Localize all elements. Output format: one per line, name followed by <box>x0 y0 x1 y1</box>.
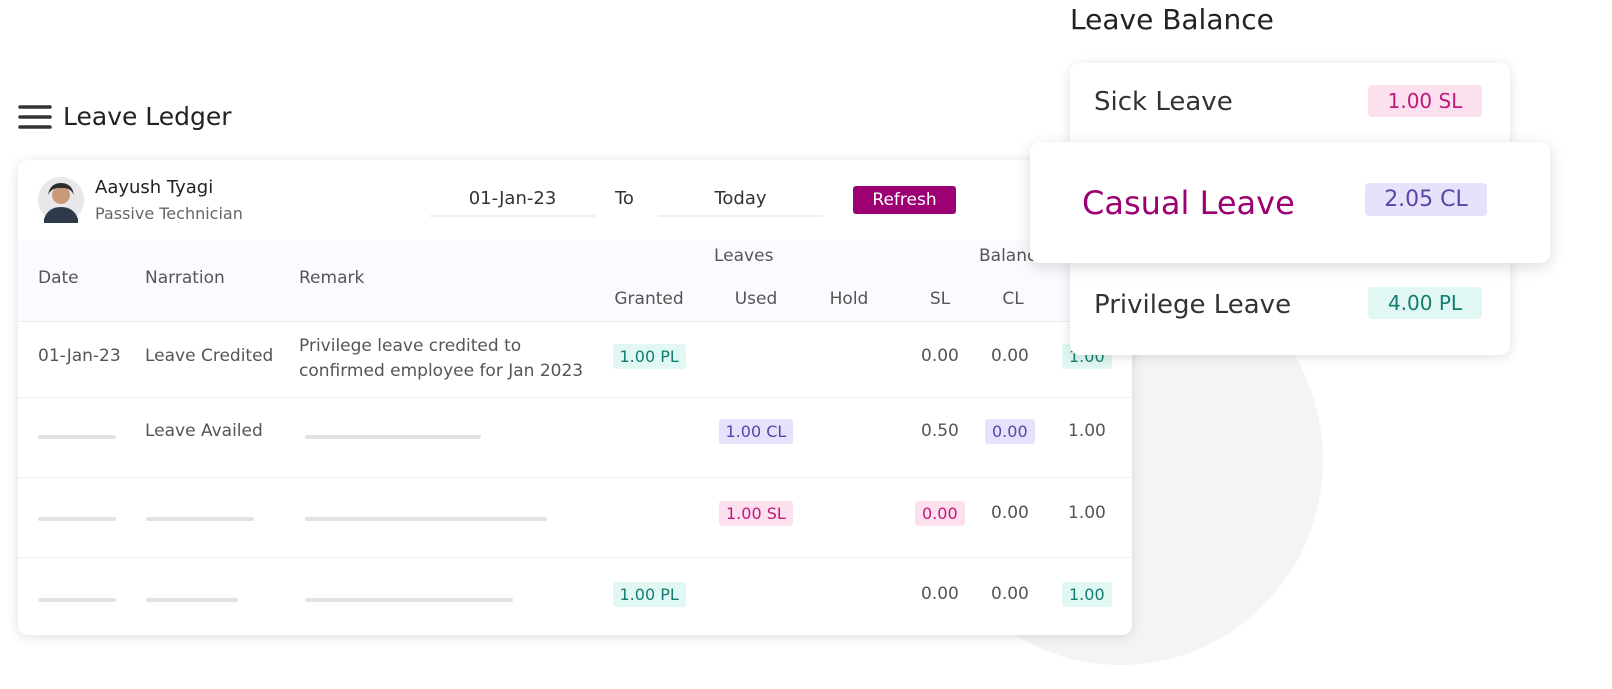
page-title: Leave Ledger <box>63 102 232 131</box>
cell-narration: Leave Credited <box>145 346 274 366</box>
menu-icon[interactable] <box>18 104 52 130</box>
placeholder <box>38 598 116 602</box>
cell-granted: 1.00 PL <box>612 344 686 369</box>
leave-name: Privilege Leave <box>1094 290 1292 320</box>
row-separator <box>18 477 1132 478</box>
placeholder <box>305 435 481 439</box>
cell-date: 01-Jan-23 <box>38 346 121 366</box>
employee-name: Aayush Tyagi <box>95 177 214 198</box>
table-header <box>18 240 1132 321</box>
cell-cl: 0.00 <box>991 584 1029 604</box>
leave-balance: 1.00 SL <box>1368 85 1482 117</box>
cell-pl: 1.00 <box>1062 582 1112 607</box>
leave-balance: 2.05 CL <box>1365 183 1487 216</box>
leave-name: Sick Leave <box>1094 87 1233 117</box>
column-header: CL <box>1002 289 1024 309</box>
column-header: Granted <box>614 289 684 309</box>
cell-sl: 0.00 <box>915 501 965 526</box>
column-header: Remark <box>299 268 365 288</box>
cell-remark: Privilege leave credited to confirmed em… <box>299 336 584 381</box>
row-separator <box>18 321 1132 322</box>
cell-cl: 0.00 <box>991 346 1029 366</box>
balance-title: Leave Balance <box>1070 3 1274 36</box>
cell-cl: 0.00 <box>985 419 1035 444</box>
column-header: Narration <box>145 268 225 288</box>
group-header: Balance <box>979 246 1047 266</box>
cell-used: 1.00 CL <box>718 419 794 444</box>
cell-pl: 1.00 <box>1068 421 1106 441</box>
column-header: SL <box>929 289 951 309</box>
employee-role: Passive Technician <box>95 204 243 223</box>
placeholder <box>305 598 513 602</box>
row-separator <box>18 397 1132 398</box>
refresh-button[interactable]: Refresh <box>853 186 956 214</box>
leave-balance: 4.00 PL <box>1368 287 1482 319</box>
to-date[interactable]: Today <box>658 188 823 217</box>
cell-used: 1.00 SL <box>719 501 793 526</box>
cell-granted: 1.00 PL <box>612 582 686 607</box>
column-header: Date <box>38 268 79 288</box>
ledger-card: Aayush Tyagi Passive Technician 01-Jan-2… <box>18 160 1132 635</box>
balance-card-highlight: Casual Leave 2.05 CL <box>1030 142 1550 263</box>
cell-cl: 0.00 <box>991 503 1029 523</box>
placeholder <box>38 435 116 439</box>
leave-name: Casual Leave <box>1082 184 1295 222</box>
column-header: Hold <box>829 289 869 309</box>
from-date[interactable]: 01-Jan-23 <box>430 188 595 217</box>
placeholder <box>38 517 116 521</box>
to-label: To <box>615 188 634 209</box>
cell-sl: 0.00 <box>921 346 959 366</box>
cell-narration: Leave Availed <box>145 421 263 441</box>
placeholder <box>146 517 254 521</box>
cell-sl: 0.50 <box>921 421 959 441</box>
placeholder <box>146 598 238 602</box>
cell-sl: 0.00 <box>921 584 959 604</box>
row-separator <box>18 557 1132 558</box>
placeholder <box>305 517 547 521</box>
cell-pl: 1.00 <box>1068 503 1106 523</box>
avatar <box>38 177 84 223</box>
column-header: Used <box>734 289 778 309</box>
group-header: Leaves <box>714 246 774 266</box>
